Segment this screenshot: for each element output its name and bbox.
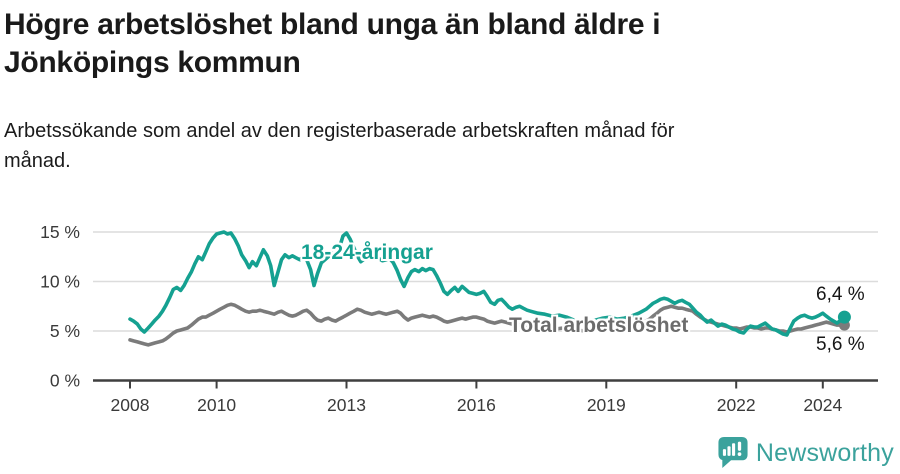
newsworthy-logo-icon xyxy=(718,436,748,469)
title-line-2: Jönköpings kommun xyxy=(4,46,301,79)
chart-subtitle: Arbetssökande som andel av den registerb… xyxy=(4,116,864,176)
newsworthy-logo: Newsworthy xyxy=(717,436,894,469)
page-title: Högre arbetslöshet bland unga än bland ä… xyxy=(4,6,764,82)
x-tick-label-2024: 2024 xyxy=(803,395,842,415)
end-dot-series-0 xyxy=(837,310,851,324)
y-axis-label-15pct: 15 % xyxy=(40,222,80,242)
title-line-1: Högre arbetslöshet bland unga än bland ä… xyxy=(4,8,661,41)
y-axis-label-0pct: 0 % xyxy=(50,371,80,391)
newsworthy-logo-text: Newsworthy xyxy=(755,438,894,467)
subtitle-line-2: månad. xyxy=(4,150,71,172)
x-tick-label-2010: 2010 xyxy=(197,395,236,415)
end-value-label-18-24: 6,4 % xyxy=(816,284,865,305)
subtitle-line-1: Arbetssökande som andel av den registerb… xyxy=(4,120,675,142)
x-tick-label-2019: 2019 xyxy=(587,395,626,415)
x-tick-label-2022: 2022 xyxy=(717,395,756,415)
y-axis-label-10pct: 10 % xyxy=(40,272,80,292)
series-label-total: Total arbetslöshet xyxy=(509,314,689,337)
x-tick-label-2013: 2013 xyxy=(327,395,366,415)
line-series-1 xyxy=(128,302,847,347)
x-tick-label-2016: 2016 xyxy=(457,395,496,415)
y-axis-label-5pct: 5 % xyxy=(50,321,80,341)
line-series-0 xyxy=(128,230,847,337)
end-value-label-total: 5,6 % xyxy=(816,334,865,355)
x-tick-label-2008: 2008 xyxy=(111,395,150,415)
series-label-18-24: 18-24-åringar xyxy=(301,241,433,264)
